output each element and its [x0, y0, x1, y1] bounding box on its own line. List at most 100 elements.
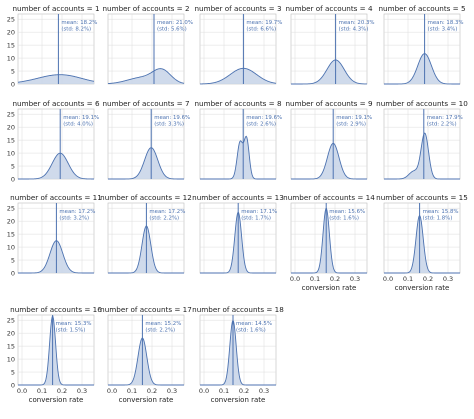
density-line: [199, 67, 277, 85]
y-tick-label: 0: [11, 175, 15, 183]
density-line: [108, 147, 184, 180]
mean-annotation: mean: 15.6%: [329, 209, 365, 215]
panel-title: number of accounts = 18: [192, 305, 284, 314]
y-tick-label: 5: [11, 368, 15, 376]
std-annotation: (std: 6.6%): [246, 27, 276, 33]
density-line: [384, 53, 460, 85]
y-tick-label: 10: [7, 149, 15, 157]
std-annotation: (std: 4.0%): [63, 122, 93, 128]
std-annotation: (std: 1.6%): [329, 216, 359, 222]
facet-panel: number of accounts = 16 0 5 10 15 20 25 mean: 1…: [7, 305, 103, 404]
y-tick-label: 25: [7, 111, 15, 119]
x-tick-label: 0.3: [350, 275, 360, 283]
facet-panel: number of accounts = 8 mean: 19.6%(std: 2…: [194, 99, 282, 180]
std-annotation: (std: 2.9%): [336, 122, 366, 128]
facet-panel: number of accounts = 18 mean: 14.5%(std: …: [192, 305, 284, 404]
panel-title: number of accounts = 14: [283, 193, 375, 202]
y-tick-label: 5: [11, 256, 15, 264]
mean-annotation: mean: 21.0%: [157, 20, 193, 26]
y-tick-label: 15: [7, 42, 15, 50]
x-axis-label: conversion rate: [119, 396, 174, 404]
x-tick-label: 0.0: [383, 275, 393, 283]
std-annotation: (std: 5.6%): [157, 27, 187, 33]
facet-panel: number of accounts = 9 mean: 19.1%(std: 2…: [285, 99, 373, 180]
density-line: [17, 74, 95, 83]
density-area: [291, 208, 367, 273]
std-annotation: (std: 4.3%): [339, 27, 369, 33]
panel-title: number of accounts = 16: [10, 305, 102, 314]
x-tick-label: 0.1: [37, 387, 47, 395]
x-axis-label: conversion rate: [395, 284, 450, 292]
density-area: [291, 143, 367, 179]
panel-title: number of accounts = 3: [194, 4, 281, 13]
facet-panel: number of accounts = 14 mean: 15.6%(std: …: [283, 193, 375, 292]
y-tick-label: 20: [7, 29, 15, 37]
x-tick-label: 0.1: [403, 275, 413, 283]
std-annotation: (std: 2.2%): [149, 216, 179, 222]
density-line: [291, 208, 367, 274]
mean-annotation: mean: 17.1%: [241, 209, 277, 215]
density-area: [108, 147, 184, 179]
density-line: [384, 214, 460, 274]
std-annotation: (std: 3.4%): [428, 27, 458, 33]
mean-annotation: mean: 19.6%: [246, 115, 282, 121]
density-line: [108, 337, 184, 386]
density-area: [200, 136, 276, 179]
std-annotation: (std: 8.2%): [61, 27, 91, 33]
density-line: [18, 152, 94, 180]
x-tick-label: 0.0: [290, 275, 300, 283]
panel-title: number of accounts = 6: [12, 99, 100, 108]
x-tick-label: 0.0: [199, 387, 209, 395]
density-line: [200, 319, 276, 386]
density-area: [384, 133, 460, 179]
x-tick-label: 0.2: [239, 387, 249, 395]
density-area: [384, 215, 460, 273]
y-tick-label: 10: [7, 54, 15, 62]
y-tick-label: 20: [7, 218, 15, 226]
density-area: [200, 320, 276, 385]
x-axis-label: conversion rate: [29, 396, 84, 404]
x-axis-label: conversion rate: [211, 396, 266, 404]
mean-annotation: mean: 20.3%: [339, 20, 375, 26]
mean-annotation: mean: 14.5%: [236, 321, 272, 327]
x-axis-label: conversion rate: [302, 284, 357, 292]
std-annotation: (std: 1.7%): [241, 216, 271, 222]
density-area: [108, 338, 184, 385]
panel-title: number of accounts = 7: [102, 99, 189, 108]
facet-panel: number of accounts = 12 mean: 17.2%(std: …: [100, 193, 192, 274]
x-tick-label: 0.1: [219, 387, 229, 395]
facet-panel: number of accounts = 15 mean: 15.8%(std: …: [376, 193, 468, 292]
x-tick-label: 0.3: [77, 387, 87, 395]
x-tick-label: 0.2: [423, 275, 433, 283]
mean-annotation: mean: 15.8%: [423, 209, 459, 215]
density-line: [291, 142, 367, 180]
x-tick-label: 0.1: [127, 387, 137, 395]
mean-annotation: mean: 17.2%: [59, 209, 95, 215]
std-annotation: (std: 2.6%): [246, 122, 276, 128]
y-tick-label: 20: [7, 124, 15, 132]
panel-title: number of accounts = 10: [376, 99, 468, 108]
panel-title: number of accounts = 8: [194, 99, 282, 108]
y-tick-label: 10: [7, 355, 15, 363]
y-tick-label: 5: [11, 162, 15, 170]
density-line: [384, 132, 460, 180]
facet-panel: number of accounts = 4 mean: 20.3%(std: 4…: [285, 4, 375, 85]
mean-annotation: mean: 19.1%: [63, 115, 99, 121]
std-annotation: (std: 3.2%): [59, 216, 89, 222]
x-tick-label: 0.2: [147, 387, 157, 395]
density-area: [384, 53, 460, 84]
y-tick-label: 15: [7, 343, 15, 351]
y-tick-label: 10: [7, 243, 15, 251]
panel-title: number of accounts = 15: [376, 193, 468, 202]
panel-title: number of accounts = 5: [378, 4, 465, 13]
mean-annotation: mean: 17.9%: [427, 115, 463, 121]
y-tick-label: 25: [7, 16, 15, 24]
facet-panel: number of accounts = 17 mean: 15.2%(std: …: [100, 305, 192, 404]
panel-title: number of accounts = 1: [12, 4, 99, 13]
panel-title: number of accounts = 17: [100, 305, 192, 314]
x-tick-label: 0.2: [330, 275, 340, 283]
density-line: [18, 315, 94, 386]
density-area: [108, 68, 184, 84]
facet-panel: number of accounts = 7 mean: 19.6%(std: 3…: [102, 99, 190, 180]
density-area: [18, 153, 94, 179]
